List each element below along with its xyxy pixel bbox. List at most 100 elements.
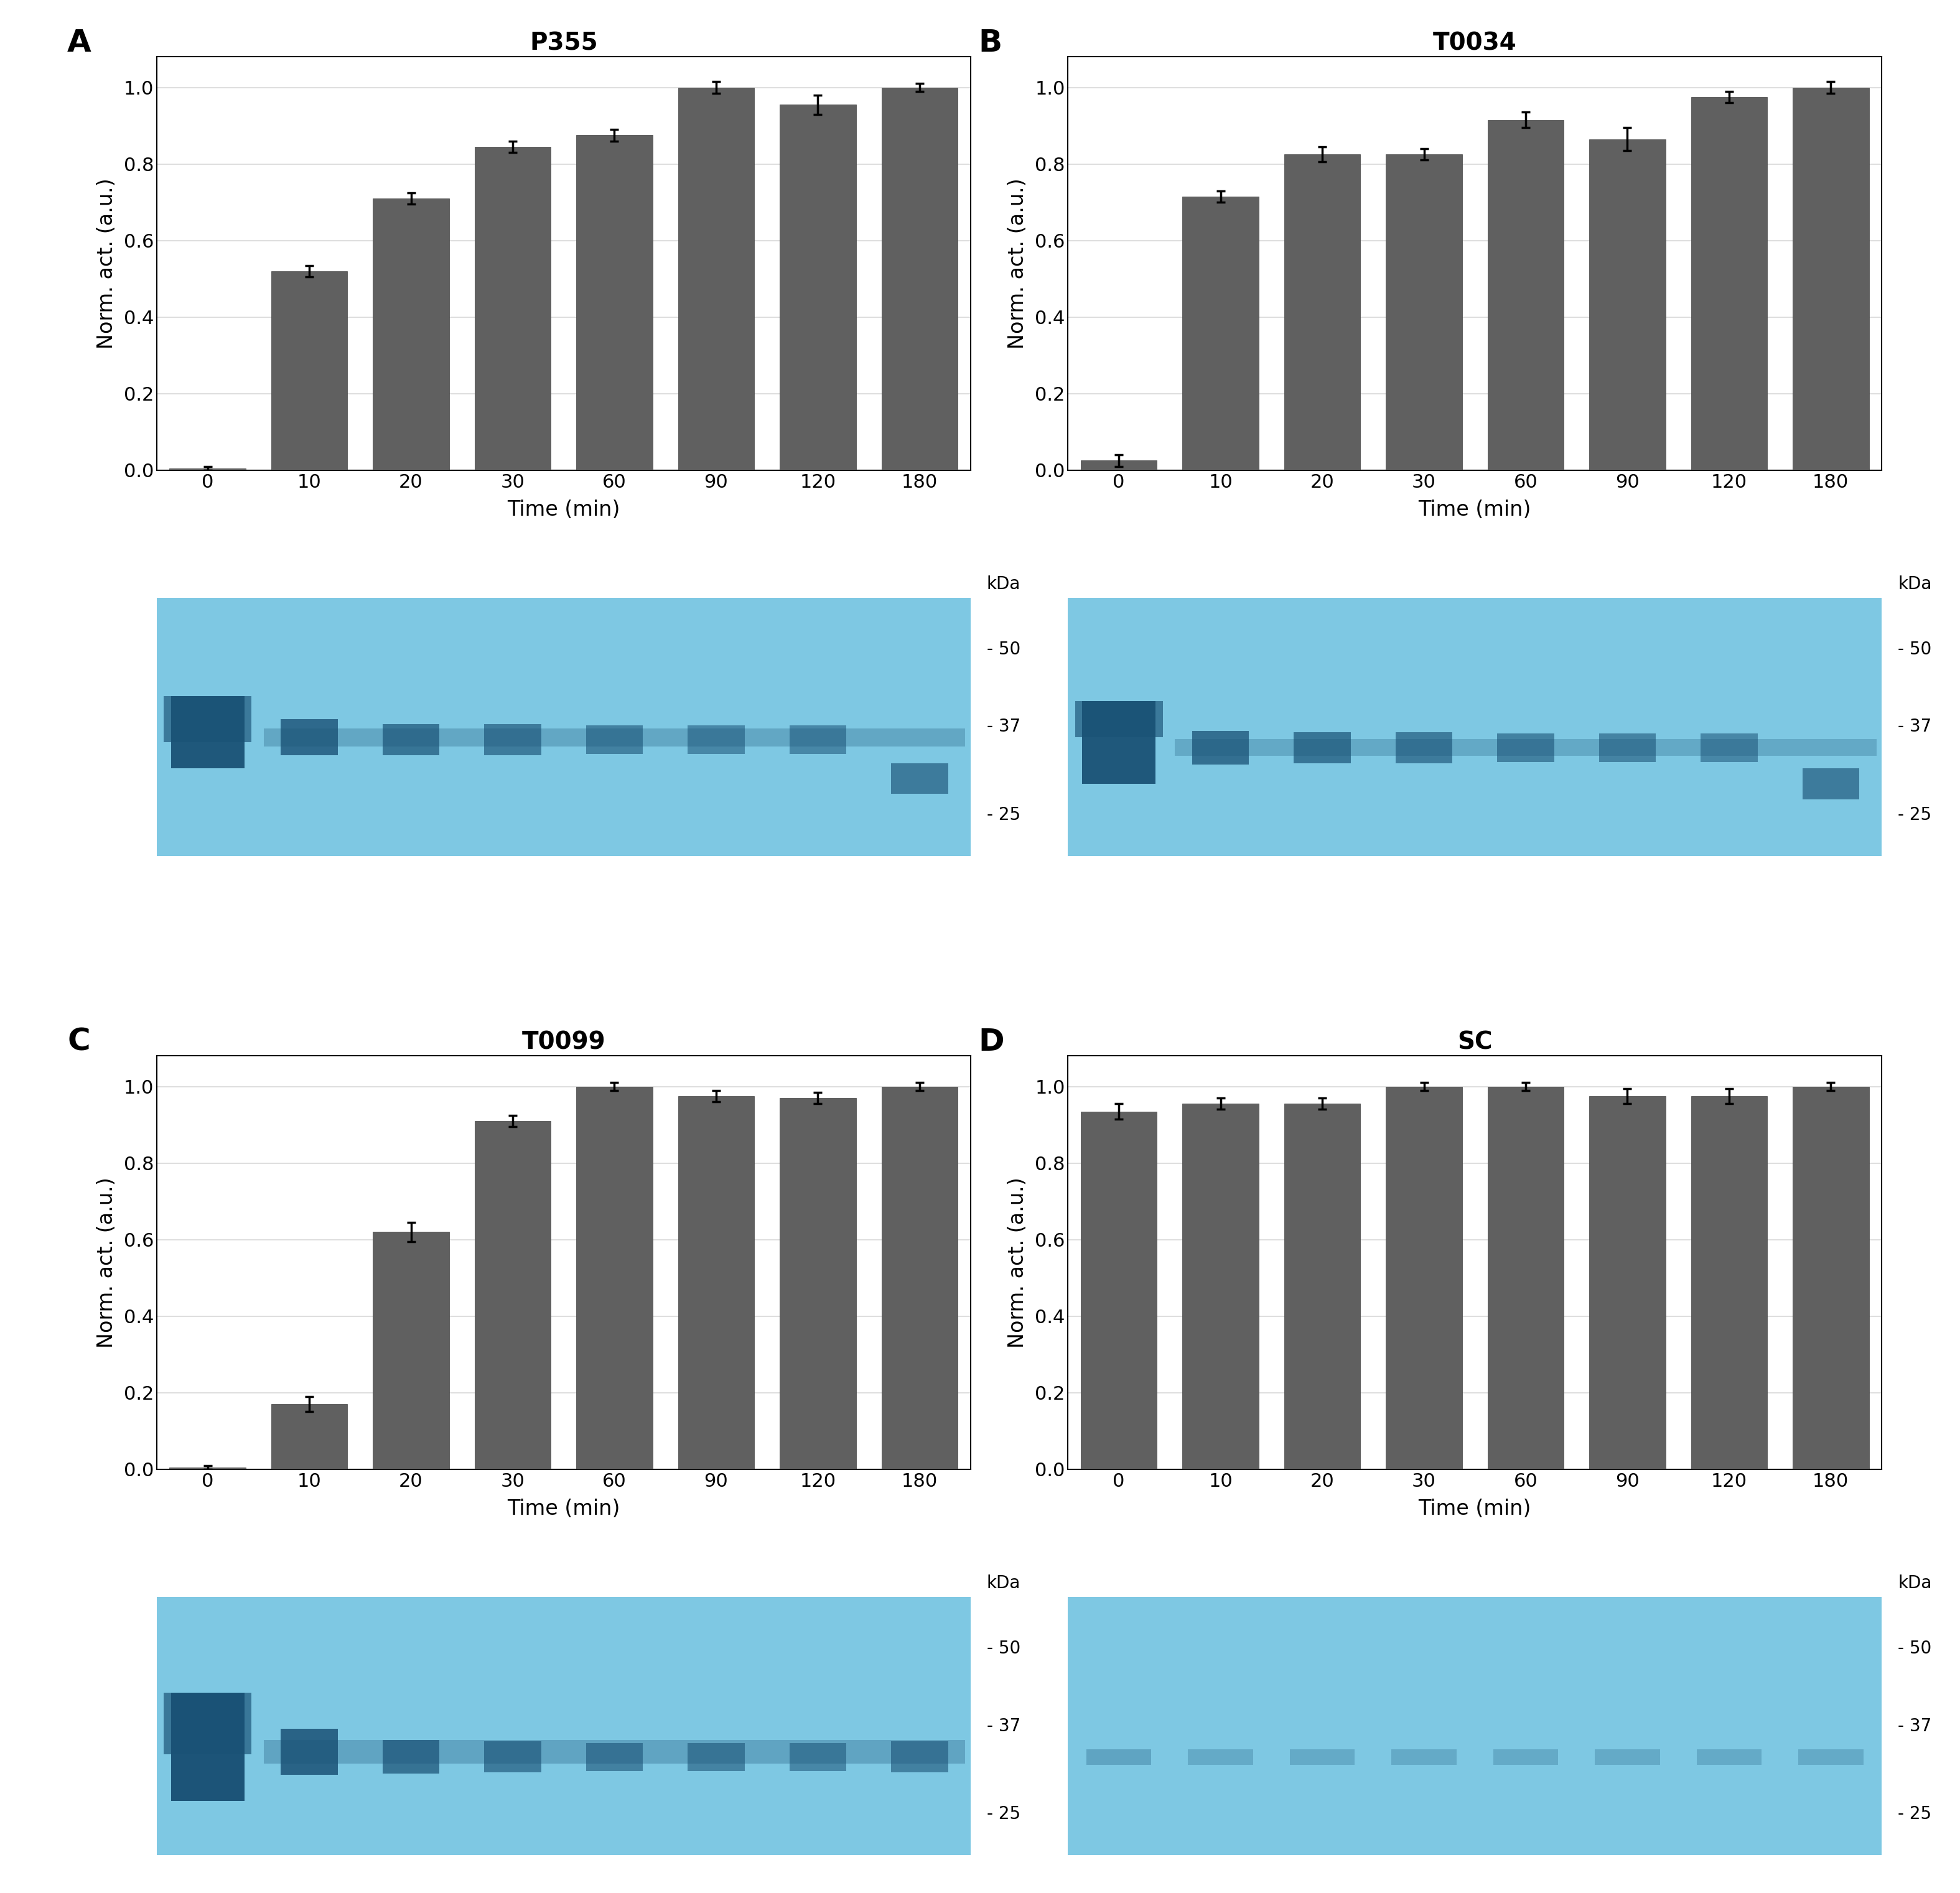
Bar bbox=[1488, 119, 1564, 469]
Bar bbox=[169, 468, 245, 469]
Text: - 37: - 37 bbox=[986, 1717, 1021, 1734]
Bar bbox=[586, 725, 643, 753]
Text: kDa: kDa bbox=[1897, 1575, 1933, 1592]
Bar bbox=[780, 1098, 857, 1469]
Bar bbox=[576, 134, 653, 469]
Bar bbox=[688, 1743, 745, 1772]
Text: - 37: - 37 bbox=[986, 717, 1021, 736]
X-axis label: Time (min): Time (min) bbox=[508, 1499, 619, 1520]
Text: D: D bbox=[978, 1026, 1004, 1056]
Bar bbox=[882, 87, 958, 469]
Bar bbox=[1392, 1749, 1456, 1764]
Bar bbox=[1294, 733, 1350, 763]
Bar bbox=[165, 697, 251, 742]
Text: - 25: - 25 bbox=[1897, 806, 1931, 823]
Text: - 50: - 50 bbox=[986, 640, 1021, 659]
Bar bbox=[688, 725, 745, 753]
Bar bbox=[169, 1467, 245, 1469]
Bar bbox=[892, 1742, 949, 1772]
Text: - 50: - 50 bbox=[1897, 1639, 1933, 1656]
Bar bbox=[1697, 1749, 1762, 1764]
Bar bbox=[1497, 733, 1554, 761]
Bar bbox=[171, 1692, 245, 1800]
Bar bbox=[790, 1743, 847, 1772]
Bar bbox=[678, 87, 755, 469]
Bar bbox=[484, 1742, 541, 1772]
Bar bbox=[1284, 1104, 1360, 1469]
Y-axis label: Norm. act. (a.u.): Norm. act. (a.u.) bbox=[1007, 178, 1027, 348]
Text: - 37: - 37 bbox=[1897, 717, 1933, 736]
Bar bbox=[474, 148, 551, 469]
Text: C: C bbox=[67, 1026, 90, 1056]
Bar bbox=[1595, 1749, 1660, 1764]
Bar bbox=[1080, 1111, 1156, 1469]
Text: - 25: - 25 bbox=[986, 1806, 1021, 1823]
Y-axis label: Norm. act. (a.u.): Norm. act. (a.u.) bbox=[96, 1177, 118, 1348]
Text: kDa: kDa bbox=[986, 575, 1021, 593]
Y-axis label: Norm. act. (a.u.): Norm. act. (a.u.) bbox=[1007, 1177, 1027, 1348]
Bar bbox=[1488, 1087, 1564, 1469]
Text: kDa: kDa bbox=[1897, 575, 1933, 593]
Bar bbox=[1080, 460, 1156, 469]
Text: A: A bbox=[67, 28, 92, 57]
Bar bbox=[1182, 1104, 1258, 1469]
Bar bbox=[790, 725, 847, 753]
Text: B: B bbox=[978, 28, 1002, 57]
Bar bbox=[280, 719, 337, 755]
Bar bbox=[1290, 1749, 1354, 1764]
Bar bbox=[1691, 97, 1768, 469]
Bar bbox=[1188, 1749, 1252, 1764]
Bar bbox=[270, 1405, 347, 1469]
Bar bbox=[382, 725, 439, 755]
Bar bbox=[882, 1087, 958, 1469]
Title: P355: P355 bbox=[529, 30, 598, 55]
Bar bbox=[1701, 733, 1758, 761]
Bar bbox=[1793, 87, 1870, 469]
Text: - 25: - 25 bbox=[1897, 1806, 1931, 1823]
Bar bbox=[484, 725, 541, 755]
Bar bbox=[270, 271, 347, 469]
Bar bbox=[263, 729, 964, 746]
Bar bbox=[1386, 1087, 1462, 1469]
Bar bbox=[1803, 769, 1860, 799]
Bar bbox=[382, 1740, 439, 1774]
Bar bbox=[171, 697, 245, 769]
Bar bbox=[372, 1232, 449, 1469]
Bar bbox=[1192, 731, 1249, 765]
Bar bbox=[1284, 155, 1360, 469]
Title: SC: SC bbox=[1456, 1030, 1492, 1054]
Bar bbox=[1494, 1749, 1558, 1764]
Bar bbox=[263, 1740, 964, 1764]
Bar bbox=[892, 763, 949, 793]
Bar bbox=[280, 1728, 337, 1776]
Y-axis label: Norm. act. (a.u.): Norm. act. (a.u.) bbox=[96, 178, 118, 348]
Bar bbox=[1793, 1087, 1870, 1469]
Bar bbox=[1599, 733, 1656, 761]
Bar bbox=[165, 1692, 251, 1755]
Bar bbox=[1396, 733, 1452, 763]
Title: T0099: T0099 bbox=[521, 1030, 606, 1054]
Bar bbox=[1082, 700, 1156, 784]
Title: T0034: T0034 bbox=[1433, 30, 1517, 55]
Text: - 50: - 50 bbox=[1897, 640, 1933, 659]
Bar bbox=[780, 104, 857, 469]
Bar bbox=[372, 199, 449, 469]
X-axis label: Time (min): Time (min) bbox=[508, 500, 619, 521]
Bar bbox=[1074, 700, 1162, 736]
Bar bbox=[1386, 155, 1462, 469]
Bar bbox=[1182, 197, 1258, 469]
X-axis label: Time (min): Time (min) bbox=[1419, 500, 1531, 521]
Bar bbox=[1174, 738, 1876, 755]
Bar bbox=[474, 1121, 551, 1469]
Text: - 50: - 50 bbox=[986, 1639, 1021, 1656]
Bar bbox=[586, 1743, 643, 1772]
Text: - 37: - 37 bbox=[1897, 1717, 1933, 1734]
Bar bbox=[678, 1096, 755, 1469]
Bar bbox=[576, 1087, 653, 1469]
Bar bbox=[1086, 1749, 1151, 1764]
Bar bbox=[1691, 1096, 1768, 1469]
Bar bbox=[1797, 1749, 1864, 1764]
Text: kDa: kDa bbox=[986, 1575, 1021, 1592]
X-axis label: Time (min): Time (min) bbox=[1419, 1499, 1531, 1520]
Bar bbox=[1590, 1096, 1666, 1469]
